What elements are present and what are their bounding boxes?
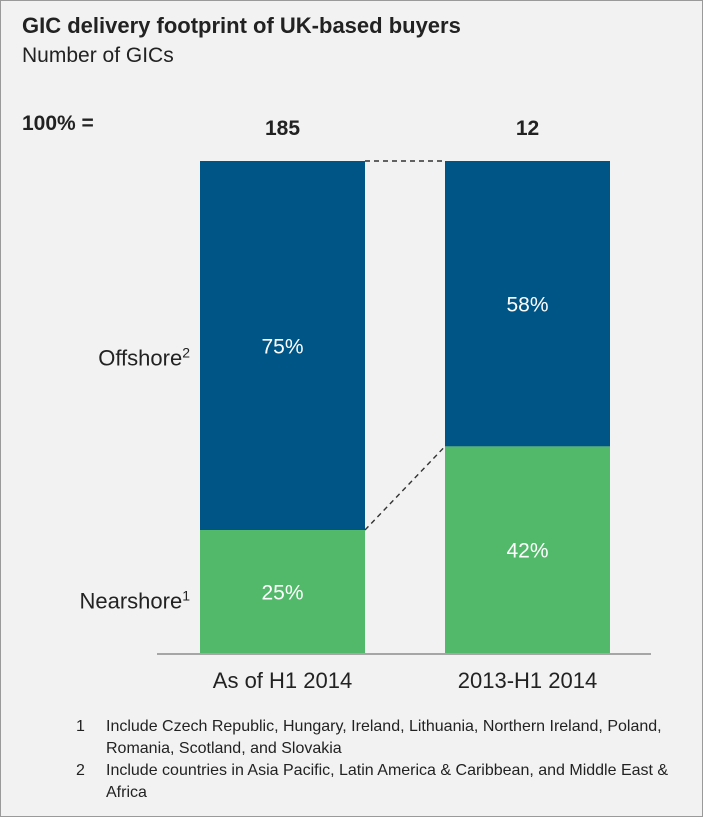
footnote-text: Include countries in Asia Pacific, Latin… <box>106 762 669 801</box>
connector-boundary <box>364 445 446 531</box>
data-label-nearshore-1: 25% <box>261 582 303 605</box>
bar-offshore-1 <box>200 161 365 530</box>
footnote-1: 1 Include Czech Republic, Hungary, Irela… <box>76 716 676 760</box>
category-label-2: 2013-H1 2014 <box>458 668 597 693</box>
chart-title: GIC delivery footprint of UK-based buyer… <box>22 13 461 38</box>
total-label: 100% = <box>22 112 94 135</box>
data-label-offshore-2: 58% <box>506 294 548 317</box>
data-label-nearshore-2: 42% <box>506 540 548 563</box>
series-label-offshore: Offshore2 <box>98 345 190 371</box>
footnote-2: 2 Include countries in Asia Pacific, Lat… <box>76 760 676 804</box>
category-label-1: As of H1 2014 <box>213 668 352 693</box>
footnote-number: 2 <box>76 762 85 779</box>
series-label-nearshore: Nearshore1 <box>79 588 190 614</box>
total-value-2: 12 <box>516 117 539 140</box>
bar-offshore-2 <box>445 161 610 447</box>
footnote-text: Include Czech Republic, Hungary, Ireland… <box>106 718 662 757</box>
bar-nearshore-2 <box>445 446 610 653</box>
data-label-offshore-1: 75% <box>261 336 303 359</box>
total-value-1: 185 <box>265 117 300 140</box>
chart-subtitle: Number of GICs <box>22 44 174 67</box>
footnote-number: 1 <box>76 718 85 735</box>
footnotes: 1 Include Czech Republic, Hungary, Irela… <box>76 716 676 804</box>
bar-nearshore-1 <box>200 530 365 653</box>
